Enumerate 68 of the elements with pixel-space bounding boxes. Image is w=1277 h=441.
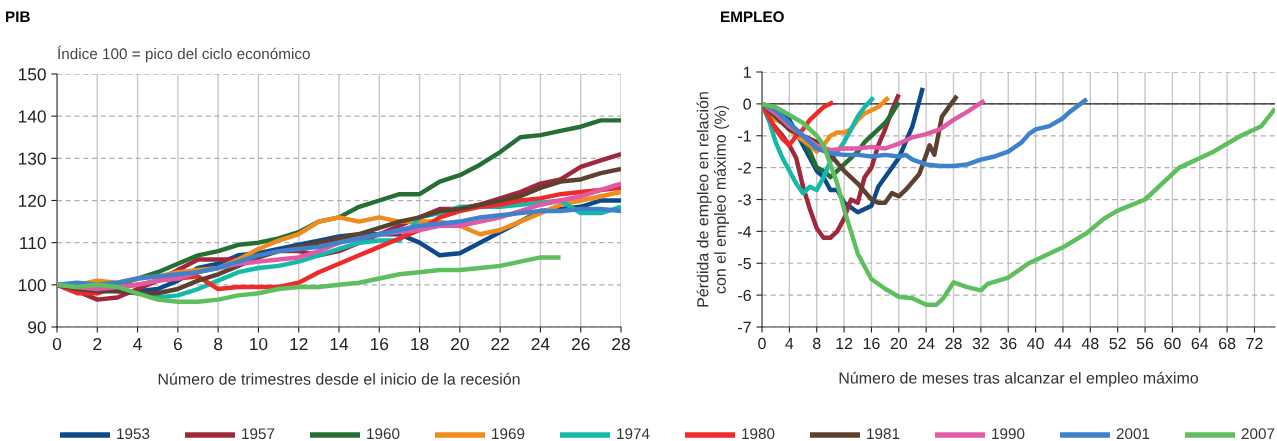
y-tick-label: 110 [20,236,46,250]
x-tick-label: 12 [836,337,853,349]
x-tick-label: 68 [1219,337,1236,350]
y-tick-label: 90 [28,321,46,334]
x-tick-label: 24 [531,337,550,350]
y-tick-label: -6 [738,289,751,302]
y-tick-label: -7 [738,321,751,333]
x-tick-label: 52 [1109,337,1126,350]
x-tick-label: 64 [1191,337,1209,350]
x-tick-label: 0 [758,337,766,350]
x-tick-label: 8 [812,337,821,350]
x-tick-label: 28 [612,337,630,351]
chart-subtitle: Índice 100 = pico del ciclo económico [58,45,310,63]
x-tick-label: 60 [1164,337,1181,350]
x-tick-label: 48 [1081,337,1099,350]
legend-label: 1953 [117,428,150,440]
x-tick-label: 4 [133,338,142,350]
x-tick-label: 16 [370,337,389,351]
y-tick-label: 130 [18,152,46,165]
x-tick-label: 8 [214,337,223,351]
x-tick-label: 16 [863,337,880,350]
x-tick-label: 72 [1246,337,1263,349]
x-tick-label: 12 [290,337,308,350]
x-tick-label: 32 [972,337,989,350]
x-tick-label: 26 [571,337,590,351]
y-tick-label: 140 [18,110,46,123]
x-tick-label: 28 [945,337,962,350]
x-axis-title: Número de meses tras alcanzar el empleo máximo [839,371,1199,387]
legend-label: 2001 [1116,428,1150,440]
x-tick-label: 6 [173,337,182,351]
y-tick-label: 1 [743,66,751,78]
y-tick-label: -4 [738,226,752,238]
y-tick-label: -3 [738,194,751,206]
x-tick-label: 2 [93,337,102,350]
x-tick-label: 10 [250,337,268,351]
chart-title: EMPLEO [721,11,784,23]
y-tick-label: 150 [18,68,46,81]
legend-label: 1974 [617,428,650,440]
y-tick-label: -1 [738,130,751,142]
line-series [762,96,1090,169]
line-series [57,255,563,304]
chart-title: PIB [6,11,30,22]
y-axis-title: Pérdida de empleo en relación con el empleo máximo (%) [696,92,730,307]
y-tick-label: -2 [738,162,751,174]
x-tick-label: 4 [785,338,794,349]
x-tick-label: 14 [330,338,349,350]
x-tick-label: 44 [1054,338,1072,349]
x-tick-label: 24 [918,337,935,349]
y-tick-label: 120 [18,194,46,207]
y-tick-label: -5 [738,258,751,270]
legend-label: 1969 [492,428,525,440]
legend-label: 1960 [367,428,400,440]
x-tick-label: 20 [451,337,469,351]
y-tick-label: 0 [743,98,751,110]
x-tick-label: 20 [890,337,908,350]
x-tick-label: 40 [1027,337,1044,350]
legend-label: 1981 [867,428,900,440]
legend-label: 1957 [242,428,275,440]
x-tick-label: 18 [411,337,429,351]
legend-label: 1990 [992,428,1025,440]
x-tick-label: 36 [999,337,1017,350]
y-tick-label: 100 [18,279,46,292]
x-tick-label: 0 [52,337,62,351]
x-axis-title: Número de trimestres desde el inicio de la recesión [158,372,520,385]
x-tick-label: 22 [491,337,509,350]
x-tick-label: 56 [1136,337,1154,350]
legend-label: 2007 [1241,428,1275,440]
legend-label: 1980 [742,428,775,440]
